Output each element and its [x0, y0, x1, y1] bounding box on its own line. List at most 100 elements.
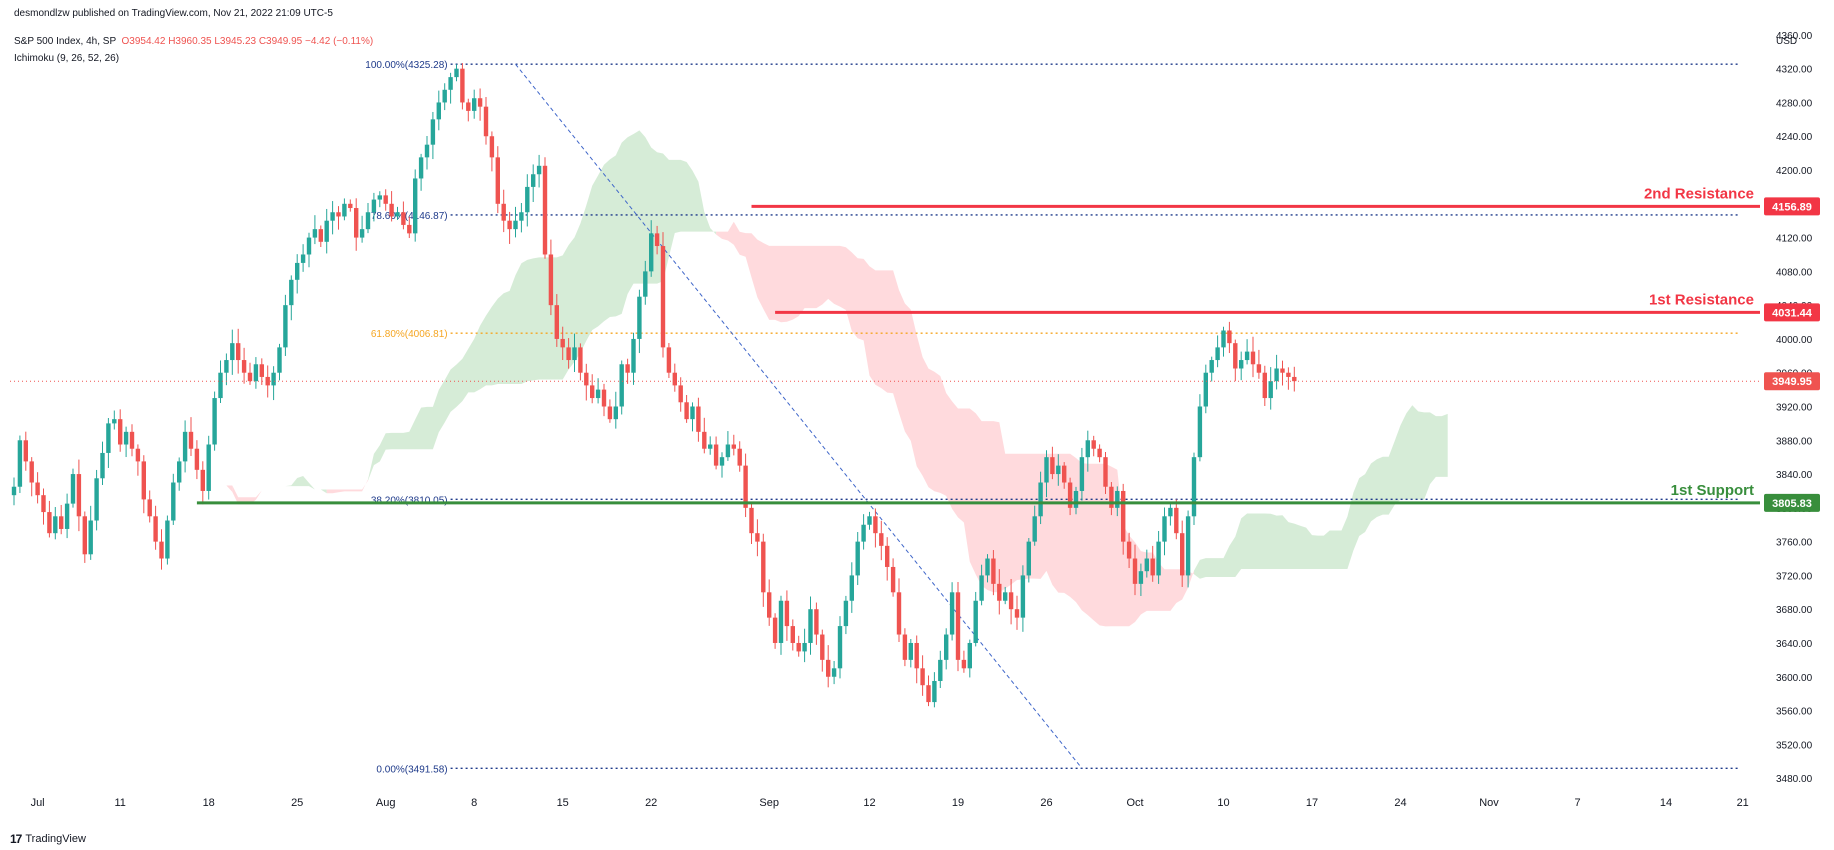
candle-up [1073, 490, 1079, 508]
candle-up [1026, 541, 1031, 576]
level-label: 2nd Resistance [1644, 185, 1754, 202]
candle-up [342, 203, 347, 217]
ichimoku-cloud-bearish [232, 485, 262, 505]
candle-up [413, 178, 418, 234]
candle-up [1197, 406, 1203, 458]
tradingview-footer[interactable]: 17 TradingView [10, 832, 86, 846]
brand-label: TradingView [25, 833, 86, 845]
candle-up [843, 600, 849, 627]
y-tick-label: 3520.00 [1776, 740, 1813, 751]
candle-up [436, 102, 441, 120]
level-price-tag-bg [1764, 197, 1820, 216]
x-tick-label: 18 [203, 797, 215, 809]
candle-up [359, 229, 365, 238]
candle-down [495, 157, 500, 204]
x-tick-label: 8 [471, 797, 477, 809]
candle-up [808, 609, 813, 643]
candle-up [1144, 558, 1149, 572]
candle-up [112, 419, 117, 424]
candle-up [519, 212, 524, 221]
candle-down [1008, 592, 1014, 610]
y-tick-label: 3680.00 [1776, 605, 1813, 616]
y-tick-label: 4320.00 [1776, 65, 1813, 76]
y-tick-label: 3760.00 [1776, 538, 1813, 549]
x-tick-label: 14 [1660, 797, 1672, 809]
candle-up [277, 347, 282, 373]
candle-down [737, 448, 742, 466]
level-price-tag-bg [1764, 493, 1820, 512]
candle-down [1280, 368, 1285, 373]
candle-up [967, 642, 972, 669]
candle-down [236, 343, 241, 361]
candle-down [1091, 440, 1096, 449]
candle-up [430, 119, 436, 145]
candle-down [47, 512, 52, 534]
candle-down [1097, 448, 1102, 458]
candle-down [118, 419, 123, 445]
candle-down [41, 495, 46, 513]
candle-down [354, 208, 359, 238]
candle-down [1250, 351, 1256, 365]
candle-down [666, 347, 672, 373]
y-tick-label: 3560.00 [1776, 707, 1813, 718]
candle-up [1162, 516, 1167, 542]
ichimoku-cloud-bullish [1194, 405, 1448, 579]
x-tick-label: 19 [952, 797, 964, 809]
candle-down [784, 600, 790, 627]
candle-down [336, 212, 341, 217]
candle-down [389, 203, 394, 217]
candle-up [631, 338, 636, 373]
candle-down [466, 102, 471, 111]
tradingview-logo-icon: 17 [10, 832, 22, 846]
candle-up [1038, 482, 1043, 517]
ohlc-values: O3954.42 H3960.35 L3945.23 C3949.95 −4.4… [121, 36, 374, 47]
x-tick-label: 24 [1394, 797, 1406, 809]
candle-up [531, 174, 536, 187]
price-axis-bg [1762, 0, 1834, 850]
candle-down [542, 165, 548, 255]
candle-up [448, 77, 453, 90]
candle-up [1274, 368, 1279, 382]
candle-up [536, 165, 542, 175]
symbol-name: S&P 500 Index, 4h, SP [14, 36, 116, 47]
candle-up [855, 541, 860, 576]
candle-up [70, 474, 76, 504]
candle-up [377, 195, 382, 200]
candle-down [135, 448, 141, 462]
candle-down [35, 482, 40, 496]
last-price-tag-bg [1764, 372, 1820, 391]
indicator-legend[interactable]: Ichimoku (9, 26, 52, 26) [14, 53, 120, 64]
candle-up [1085, 440, 1090, 458]
candle-up [861, 524, 866, 542]
candle-down [401, 212, 406, 225]
y-tick-label: 4080.00 [1776, 267, 1813, 278]
x-tick-label: 26 [1040, 797, 1052, 809]
candle-up [1221, 330, 1226, 348]
candle-up [1056, 465, 1061, 475]
candle-down [554, 305, 559, 339]
candle-up [454, 68, 459, 78]
candle-down [879, 533, 884, 546]
candle-up [637, 296, 642, 339]
x-tick-label: 22 [645, 797, 657, 809]
candle-down [1180, 533, 1185, 576]
y-tick-label: 3920.00 [1776, 403, 1813, 414]
candle-down [955, 592, 961, 660]
candle-down [1126, 541, 1132, 559]
candle-down [584, 372, 589, 386]
candle-up [802, 642, 807, 652]
candle-up [171, 482, 176, 521]
candle-up [831, 668, 837, 677]
candle-down [997, 583, 1002, 601]
candle-up [224, 360, 229, 373]
candle-up [525, 186, 530, 213]
candle-up [395, 212, 400, 217]
candle-down [820, 634, 825, 660]
candle-up [849, 575, 854, 601]
candle-up [206, 444, 211, 491]
candle-up [649, 233, 654, 272]
candle-up [472, 98, 477, 111]
candle-up [324, 220, 329, 242]
candle-down [578, 347, 583, 373]
